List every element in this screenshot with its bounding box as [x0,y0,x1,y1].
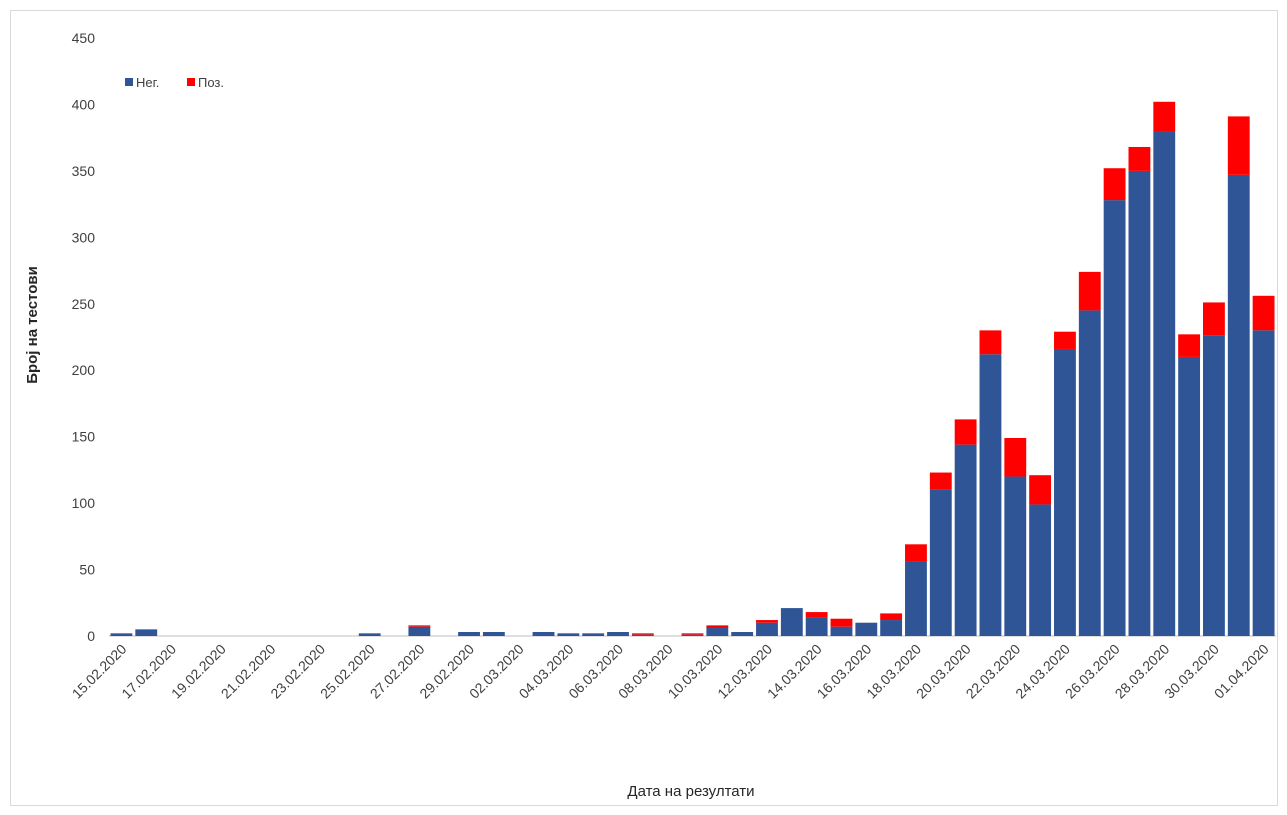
y-tick-label: 450 [72,30,96,46]
bar-neg [756,622,778,636]
bar-neg [110,633,133,636]
bar-poz [1252,295,1275,331]
bar-neg [1203,335,1225,636]
bar-poz [408,625,431,627]
bar-neg [1153,131,1176,636]
bar-poz [1178,334,1201,357]
bar-chart: 0 50 100 150 200 250 300 350 400 450 15.02.202017… [24,30,1276,800]
y-tick-label: 250 [72,296,96,312]
legend-swatch-poz [187,78,195,86]
y-tick-label: 0 [87,628,95,644]
bar-neg [1004,476,1027,636]
bar-neg [607,632,629,636]
bar-neg [532,632,555,636]
legend-label-neg: Нег. [136,75,159,90]
bar-poz [1103,168,1126,201]
bar-neg [582,633,605,636]
bar-neg [855,622,878,636]
bar-poz [631,633,654,635]
bar-poz [1004,438,1027,477]
bar-neg [805,617,828,636]
bar-neg [780,608,803,636]
bar-neg [1103,200,1126,636]
bar-neg [1178,356,1201,636]
bar-neg [979,354,1002,636]
bar-neg [557,633,580,636]
bar-neg [905,561,927,636]
bar-neg [408,626,431,636]
bar-neg [135,629,158,636]
y-axis-title: Број на тестови [24,266,41,384]
bar-poz [905,544,927,562]
bar-poz [880,613,903,621]
bar-neg [681,634,704,636]
bar-neg [954,444,977,636]
bar-poz [830,618,853,627]
bar-poz [1227,116,1250,175]
bar-poz [1078,271,1101,311]
bar-neg [830,626,853,636]
bar-poz [979,330,1002,355]
bar-poz [929,472,952,490]
bar-neg [706,628,729,636]
x-axis-ticks: 15.02.202017.02.202019.02.202021.02.2020… [69,641,1272,702]
bar-poz [756,620,778,623]
bar-neg [358,633,381,636]
bar-neg [1054,348,1076,636]
bar-neg [929,489,952,636]
x-axis-title: Дата на резултати [627,783,754,800]
bar-poz [1054,331,1076,349]
bar-neg [1029,504,1052,636]
legend: Нег. Поз. [125,75,224,90]
y-tick-label: 350 [72,163,96,179]
y-tick-label: 150 [72,429,96,445]
x-tick-label: 01.04.2020 [1211,641,1272,702]
bar-neg [880,620,903,636]
y-axis-ticks: 0 50 100 150 200 250 300 350 400 450 [72,30,96,644]
bar-poz [805,612,828,618]
bar-poz [1029,475,1052,505]
bar-poz [706,625,729,629]
bar-poz [954,419,977,445]
bar-neg [482,632,505,636]
y-tick-label: 200 [72,362,96,378]
y-tick-label: 50 [79,562,95,578]
bar-poz [681,633,704,635]
y-tick-label: 400 [72,96,96,112]
bar-neg [631,634,654,636]
y-tick-label: 300 [72,229,96,245]
bar-neg [1128,170,1151,636]
bar-poz [1153,101,1176,132]
legend-label-poz: Поз. [198,75,224,90]
bar-neg [1078,310,1101,636]
bar-neg [1252,330,1275,636]
bar-neg [731,632,754,636]
chart-frame: 0 50 100 150 200 250 300 350 400 450 15.02.2020 17… [10,10,1278,806]
bar-poz [1203,302,1225,336]
y-tick-label: 100 [72,495,96,511]
legend-swatch-neg [125,78,133,86]
bars [110,101,1275,636]
bar-neg [458,632,480,636]
bar-neg [1227,174,1250,636]
bar-poz [1128,146,1151,171]
